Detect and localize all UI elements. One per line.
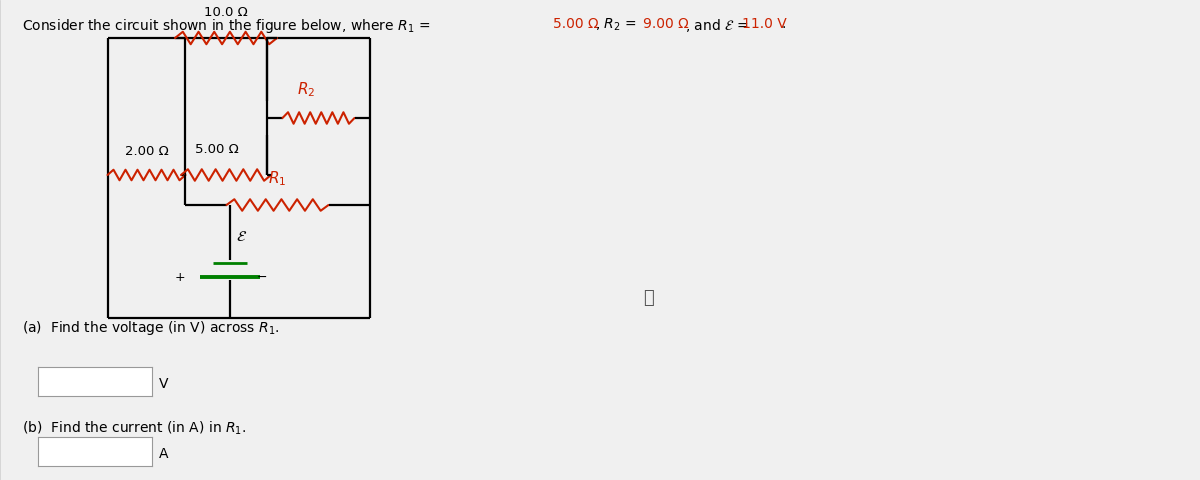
Text: 5.00 Ω: 5.00 Ω [194,143,239,156]
Text: $\mathcal{E}$: $\mathcal{E}$ [236,228,247,244]
Text: , $R_2$ =: , $R_2$ = [595,17,638,33]
Text: 10.0 Ω: 10.0 Ω [204,6,248,19]
Text: (b)  Find the current (in A) in $R_1$.: (b) Find the current (in A) in $R_1$. [22,420,246,437]
Text: A: A [158,446,168,461]
Text: +: + [175,271,186,284]
Text: 9.00 Ω: 9.00 Ω [643,17,689,31]
Text: $R_1$: $R_1$ [269,169,287,188]
Text: 2.00 Ω: 2.00 Ω [125,145,168,158]
Text: $R_2$: $R_2$ [298,80,316,99]
Text: −: − [257,271,266,284]
Text: (a)  Find the voltage (in V) across $R_1$.: (a) Find the voltage (in V) across $R_1$… [22,319,280,337]
Text: V: V [158,377,168,391]
Text: , and $\mathcal{E}$ =: , and $\mathcal{E}$ = [685,17,750,34]
Text: .: . [781,17,786,31]
Text: 5.00 Ω: 5.00 Ω [553,17,599,31]
Text: ⓘ: ⓘ [643,288,653,307]
Text: Consider the circuit shown in the figure below, where $R_1$ =: Consider the circuit shown in the figure… [22,17,431,35]
Text: 11.0 V: 11.0 V [742,17,786,31]
